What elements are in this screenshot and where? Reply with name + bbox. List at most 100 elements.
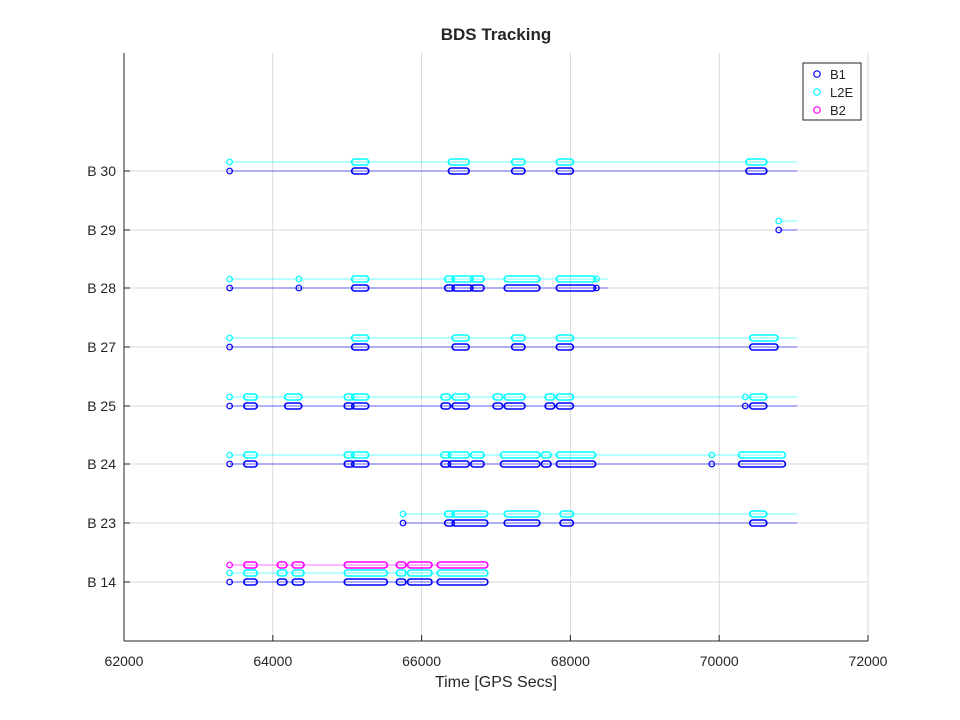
- track-marker-run-b1: [748, 343, 779, 351]
- chart-title: BDS Tracking: [441, 25, 552, 44]
- track-marker-run-b1: [440, 402, 452, 410]
- track-marker-run-b2: [436, 561, 489, 569]
- y-tick-label: B 23: [87, 515, 116, 531]
- track-marker-run-b1: [451, 284, 474, 292]
- track-marker-run-b1: [745, 167, 768, 175]
- track-marker-run-b1: [559, 519, 575, 527]
- x-tick-label: 70000: [700, 653, 739, 669]
- track-marker-run-b1: [395, 578, 407, 586]
- track-marker-run-l2e: [540, 451, 552, 459]
- track-marker-b1: [226, 578, 234, 586]
- track-marker-run-b1: [451, 343, 471, 351]
- track-marker-run-b1: [503, 519, 541, 527]
- track-marker-l2e: [226, 569, 234, 577]
- track-marker-run-b2: [406, 561, 433, 569]
- y-tick-label: B 27: [87, 339, 116, 355]
- track-marker-run-b1: [242, 460, 258, 468]
- track-marker-b2: [226, 561, 234, 569]
- track-marker-run-b1: [350, 343, 370, 351]
- track-lines: [229, 161, 798, 583]
- y-tick-label: B 30: [87, 163, 116, 179]
- track-marker-run-b1: [350, 167, 370, 175]
- track-marker-run-b1: [492, 402, 504, 410]
- track-marker-run-l2e: [350, 275, 370, 283]
- track-marker-run-l2e: [350, 393, 370, 401]
- track-marker-b1: [593, 284, 600, 292]
- track-marker-run-l2e: [447, 158, 471, 166]
- x-tick-label: 66000: [402, 653, 441, 669]
- track-marker-run-b1: [440, 460, 452, 468]
- track-marker-l2e: [741, 393, 749, 401]
- track-marker-run-l2e: [343, 393, 355, 401]
- track-marker-run-l2e: [350, 158, 370, 166]
- track-marker-run-b1: [737, 460, 787, 468]
- track-marker-run-b1: [436, 578, 489, 586]
- tick-labels: 62000 64000 66000 68000 70000 72000 B 14 B 23 B …: [87, 163, 887, 669]
- track-marker-b1: [226, 460, 234, 468]
- track-marker-run-b2: [242, 561, 258, 569]
- legend[interactable]: B1 L2E B2: [802, 62, 862, 121]
- y-tick-label: B 25: [87, 398, 116, 414]
- track-marker-run-b1: [343, 402, 355, 410]
- track-marker-run-l2e: [440, 393, 452, 401]
- track-marker-run-b1: [443, 284, 456, 292]
- track-marker-run-l2e: [469, 451, 485, 459]
- track-marker-run-l2e: [748, 393, 768, 401]
- track-marker-run-b1: [350, 402, 370, 410]
- track-marker-run-l2e: [406, 569, 433, 577]
- track-marker-run-b1: [443, 519, 456, 527]
- track-marker-run-b1: [350, 284, 370, 292]
- track-marker-run-l2e: [503, 275, 541, 283]
- track-marker-run-b2: [291, 561, 305, 569]
- y-tick-label: B 24: [87, 456, 116, 472]
- track-marker-run-b1: [276, 578, 288, 586]
- track-marker-l2e: [226, 334, 234, 342]
- track-marker-run-b1: [503, 284, 541, 292]
- track-marker-run-b1: [447, 167, 471, 175]
- track-marker-l2e: [593, 275, 600, 283]
- track-marker-b1: [295, 284, 303, 292]
- track-marker-run-l2e: [469, 275, 485, 283]
- track-marker-run-b1: [451, 519, 489, 527]
- track-marker-run-l2e: [443, 510, 456, 518]
- x-axis-label: Time [GPS Secs]: [435, 674, 557, 691]
- track-marker-run-l2e: [242, 569, 258, 577]
- track-marker-run-b1: [503, 402, 526, 410]
- track-marker-run-l2e: [291, 569, 305, 577]
- track-marker-run-b1: [540, 460, 552, 468]
- track-marker-l2e: [226, 275, 234, 283]
- track-marker-run-l2e: [443, 275, 456, 283]
- track-marker-run-l2e: [242, 393, 258, 401]
- track-marker-run-b1: [343, 460, 355, 468]
- track-marker-run-l2e: [555, 275, 597, 283]
- track-marker-run-b1: [510, 343, 526, 351]
- track-marker-b1: [226, 167, 234, 175]
- track-marker-run-b1: [555, 343, 575, 351]
- track-marker-run-b1: [499, 460, 541, 468]
- track-marker-run-l2e: [451, 334, 471, 342]
- legend-marker-l2e: [813, 88, 821, 96]
- track-marker-run-b1: [510, 167, 526, 175]
- track-marker-run-l2e: [748, 510, 768, 518]
- track-marker-run-b1: [555, 167, 575, 175]
- track-marker-run-b1: [748, 519, 768, 527]
- track-marker-run-b2: [343, 561, 389, 569]
- track-marker-run-b1: [544, 402, 556, 410]
- track-marker-run-b1: [242, 402, 258, 410]
- track-marker-l2e: [708, 451, 716, 459]
- legend-label-b1: B1: [830, 67, 846, 82]
- track-marker-b1: [399, 519, 407, 527]
- track-marker-l2e: [226, 393, 234, 401]
- legend-marker-b1: [813, 70, 821, 78]
- track-marker-l2e: [295, 275, 303, 283]
- track-marker-l2e: [399, 510, 407, 518]
- track-marker-run-b1: [555, 284, 597, 292]
- track-marker-run-b1: [283, 402, 303, 410]
- track-marker-run-l2e: [510, 158, 526, 166]
- track-marker-run-b1: [469, 460, 485, 468]
- track-marker-run-l2e: [555, 393, 575, 401]
- track-marker-run-l2e: [343, 569, 389, 577]
- track-marker-run-l2e: [343, 451, 355, 459]
- track-marker-run-l2e: [555, 451, 597, 459]
